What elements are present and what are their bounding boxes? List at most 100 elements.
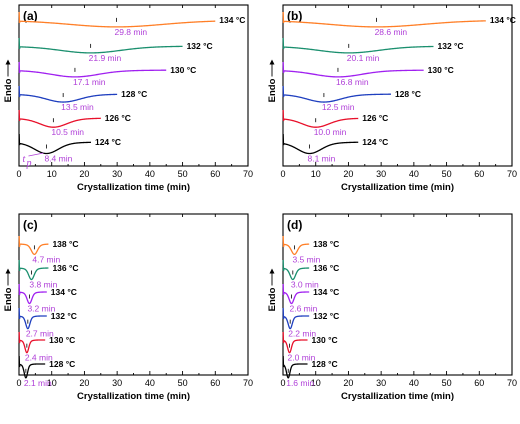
temperature-label: 128 °C: [121, 89, 147, 99]
series-134C: 3.2 min 134 °C: [18, 283, 77, 314]
dsc-curve: [18, 259, 49, 281]
x-tick-label: 10: [311, 378, 321, 388]
x-tick-label: 0: [16, 378, 21, 388]
peak-time-label: 2.7 min: [26, 329, 54, 339]
x-axis-title: Crystallization time (min): [341, 182, 454, 193]
dsc-curve: [282, 259, 310, 281]
temperature-label: 138 °C: [313, 239, 339, 249]
x-axis-title: Crystallization time (min): [77, 391, 190, 402]
temperature-label: 128 °C: [395, 89, 421, 99]
series-130C: 17.1 min 130 °C: [18, 61, 196, 87]
temperature-label: 132 °C: [437, 41, 463, 51]
dsc-curve: [282, 331, 308, 354]
y-axis-arrowhead: [5, 268, 11, 274]
x-tick-label: 60: [210, 378, 220, 388]
dsc-curve: [18, 331, 46, 354]
peak-time-label: 4.7 min: [32, 254, 60, 264]
series-134C: 29.8 min 134 °C: [18, 11, 245, 37]
peak-time-label: 10.5 min: [51, 127, 84, 137]
temperature-label: 130 °C: [428, 65, 454, 75]
dsc-curve: [282, 283, 310, 305]
panel-c: 0 10 20 30 40 50 60 70 Crystallization time (min…: [3, 213, 253, 402]
temperature-label: 132 °C: [187, 41, 213, 51]
temperature-label: 132 °C: [51, 311, 77, 321]
temperature-label: 124 °C: [362, 137, 388, 147]
peak-time-label: 10.0 min: [314, 127, 347, 137]
y-axis-arrowhead: [269, 59, 275, 65]
temperature-label: 136 °C: [52, 263, 78, 273]
temperature-label: 136 °C: [313, 263, 339, 273]
x-tick-label: 0: [16, 169, 21, 179]
peak-time-label: 28.6 min: [375, 27, 408, 37]
x-tick-label: 40: [145, 169, 155, 179]
series-130C: 2.4 min 130 °C: [18, 331, 75, 363]
temperature-label: 128 °C: [312, 359, 338, 369]
peak-time-label: 8.1 min: [307, 154, 335, 164]
panel-a: 0 10 20 30 40 50 60 70 Crystallization time (min…: [3, 4, 253, 193]
dsc-curve: [18, 61, 167, 78]
dsc-curve: [18, 355, 46, 379]
x-tick-label: 0: [280, 169, 285, 179]
x-tick-label: 20: [79, 378, 89, 388]
temperature-label: 134 °C: [219, 15, 245, 25]
peak-time-label: 2.1 min: [24, 378, 52, 388]
temperature-label: 128 °C: [49, 359, 75, 369]
dsc-curve: [18, 109, 101, 128]
x-tick-label: 60: [210, 169, 220, 179]
x-tick-label: 20: [343, 378, 353, 388]
temperature-label: 124 °C: [95, 137, 121, 147]
series-128C: 13.5 min 128 °C: [18, 85, 147, 112]
series-138C: 4.7 min 138 °C: [18, 235, 79, 264]
x-tick-label: 70: [507, 169, 517, 179]
y-axis-title: Endo: [267, 78, 278, 102]
y-axis-arrowhead: [269, 268, 275, 274]
series-132C: 20.1 min 132 °C: [282, 37, 464, 63]
panel-b: 0 10 20 30 40 50 60 70 Crystallization time (min…: [267, 4, 517, 193]
temperature-label: 126 °C: [105, 113, 131, 123]
dsc-curve: [18, 85, 118, 103]
y-axis-title: Endo: [3, 287, 14, 311]
x-tick-label: 20: [343, 169, 353, 179]
series-128C: 1.6 min 128 °C: [282, 355, 338, 388]
x-tick-label: 40: [409, 169, 419, 179]
peak-time-label: 20.1 min: [347, 53, 380, 63]
dsc-curve: [282, 61, 424, 78]
dsc-curve: [282, 37, 434, 54]
series-124C: 8.1 min 124 °C: [282, 133, 388, 164]
tp-pointer: [28, 152, 44, 157]
series-138C: 3.5 min 138 °C: [282, 235, 339, 264]
series-126C: 10.5 min 126 °C: [18, 109, 131, 137]
peak-time-label: 3.8 min: [29, 280, 57, 290]
x-tick-label: 30: [112, 378, 122, 388]
peak-time-label: 29.8 min: [114, 27, 147, 37]
temperature-label: 130 °C: [312, 335, 338, 345]
x-tick-label: 70: [507, 378, 517, 388]
dsc-curve: [18, 283, 47, 305]
x-tick-label: 30: [376, 169, 386, 179]
dsc-curve: [18, 235, 49, 256]
temperature-label: 134 °C: [490, 15, 516, 25]
peak-time-label: 21.9 min: [89, 53, 122, 63]
x-tick-label: 40: [409, 378, 419, 388]
series-134C: 2.6 min 134 °C: [282, 283, 339, 314]
panel-d: 0 10 20 30 40 50 60 70 Crystallization time (min…: [267, 213, 517, 402]
peak-time-label: 2.2 min: [288, 329, 316, 339]
peak-time-label: 12.5 min: [322, 102, 355, 112]
dsc-curve: [18, 307, 47, 330]
temperature-label: 134 °C: [51, 287, 77, 297]
y-axis-title: Endo: [267, 287, 278, 311]
dsc-curve: [282, 307, 310, 330]
peak-time-label: 17.1 min: [73, 77, 106, 87]
dsc-curve: [18, 133, 91, 155]
x-tick-label: 20: [79, 169, 89, 179]
x-axis-title: Crystallization time (min): [341, 391, 454, 402]
series-126C: 10.0 min 126 °C: [282, 109, 388, 137]
dsc-curve: [282, 11, 486, 28]
temperature-label: 134 °C: [313, 287, 339, 297]
peak-time-label: 2.6 min: [290, 304, 318, 314]
peak-time-label: 13.5 min: [61, 102, 94, 112]
series-132C: 2.2 min 132 °C: [282, 307, 339, 339]
x-tick-label: 30: [112, 169, 122, 179]
series-130C: 16.8 min 130 °C: [282, 61, 454, 87]
